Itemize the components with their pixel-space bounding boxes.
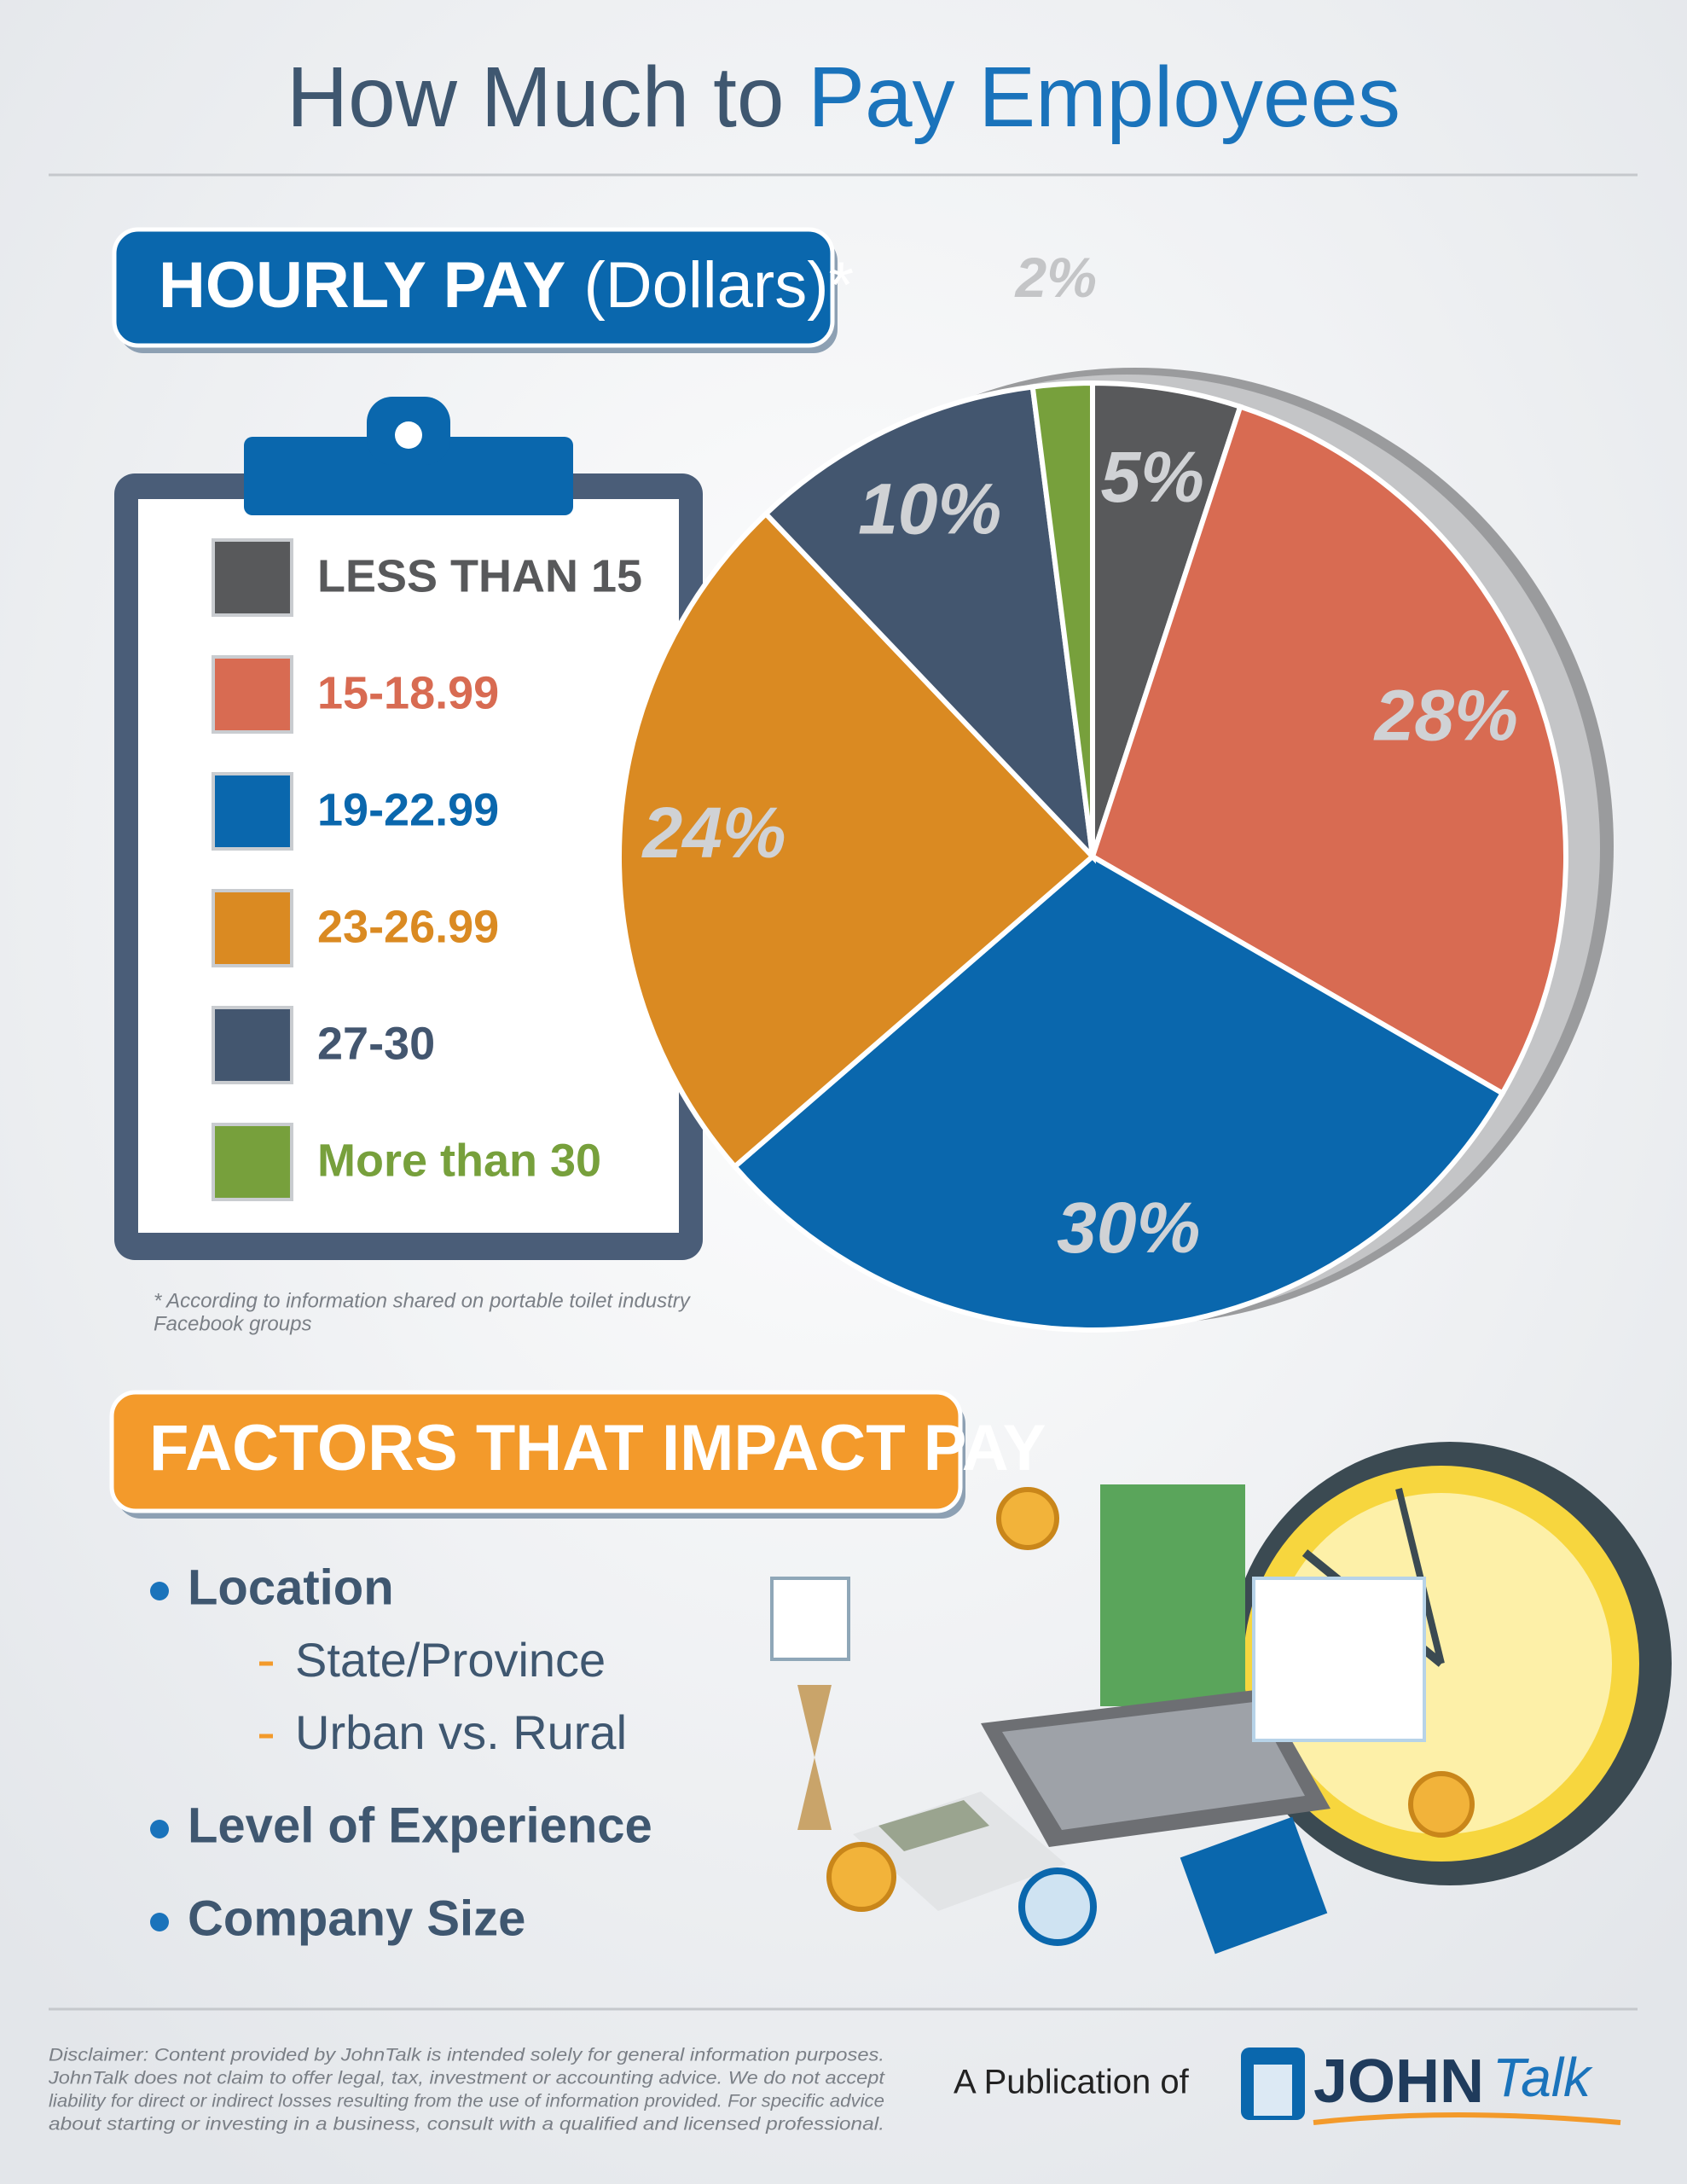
page-title: How Much to Pay Employees	[287, 49, 1400, 145]
clipboard-hole	[395, 421, 422, 449]
legend-swatch	[212, 889, 293, 967]
chart-heading: HOURLY PAY (Dollars)*	[159, 249, 854, 322]
pie-slice	[1089, 403, 1568, 1097]
bullet	[150, 1820, 169, 1838]
slice-label: 24%	[641, 793, 786, 873]
legend-label: More than 30	[317, 1135, 601, 1186]
title-part: Pay Employees	[808, 49, 1400, 145]
slice-label: 28%	[1373, 676, 1518, 756]
disclaimer-line: about starting or investing in a busines…	[49, 2114, 884, 2135]
factors-title: FACTORS THAT IMPACT PAY	[149, 1412, 1046, 1484]
legend-label: 19-22.99	[317, 784, 499, 835]
legend-swatch	[212, 1006, 293, 1084]
pie-slice	[762, 384, 1097, 864]
chart-subtitle: (Dollars)*	[583, 249, 854, 322]
slice-label: 5%	[1100, 437, 1203, 517]
pie-slice	[1029, 380, 1095, 857]
badge	[112, 227, 835, 348]
chart-title: HOURLY PAY	[159, 249, 565, 322]
clipboard-paper	[138, 499, 679, 1233]
disclaimer-line: Disclaimer: Content provided by JohnTalk…	[49, 2045, 884, 2065]
legend: LESS THAN 15 15-18.99 19-22.99 23-26.99 27-3…	[212, 538, 642, 1201]
legend-swatch	[212, 1123, 293, 1201]
logo-john: JOHN	[1313, 2048, 1484, 2116]
publication-label: A Publication of	[954, 2064, 1190, 2101]
factor-item: Location	[188, 1560, 394, 1615]
slice-label: 10%	[858, 468, 1001, 549]
legend-label: 15-18.99	[317, 667, 499, 718]
logo-icon-door	[1254, 2065, 1292, 2116]
legend-label: 27-30	[317, 1018, 435, 1069]
footnote: * According to information shared on por…	[154, 1289, 692, 1335]
logo-talk: Talk	[1493, 2047, 1593, 2108]
pie-slice	[731, 853, 1506, 1333]
bullet	[150, 1913, 169, 1931]
legend-swatch	[212, 538, 293, 617]
factor-item: Level of Experience	[188, 1798, 652, 1853]
slice-label: 30%	[1057, 1188, 1200, 1268]
title-part: How Much to	[287, 49, 785, 145]
factor-subitem: State/Province	[295, 1633, 606, 1687]
legend-label: LESS THAN 15	[317, 550, 642, 601]
disclaimer-line: liability for direct or indirect losses …	[49, 2091, 884, 2111]
illustration	[770, 1442, 1672, 1955]
disclaimer: Disclaimer: Content provided by JohnTalk…	[48, 2045, 885, 2135]
badge	[109, 1390, 963, 1513]
slice-label: 2%	[1013, 246, 1096, 309]
factor-item: Company Size	[188, 1891, 525, 1946]
factor-subitem: Urban vs. Rural	[295, 1705, 627, 1759]
logo-swoosh	[1313, 2112, 1621, 2125]
bullet	[150, 1582, 169, 1600]
legend-label: 23-26.99	[317, 901, 499, 952]
pie-chart: 5% 28% 30% 24% 10% 2%	[617, 246, 1614, 1333]
disclaimer-line: JohnTalk does not claim to offer legal, …	[48, 2068, 885, 2088]
footnote-line: * According to information shared on por…	[154, 1289, 692, 1312]
factors-list: Location State/Province Urban vs. Rural Lev…	[150, 1560, 652, 1946]
legend-swatch	[212, 772, 293, 851]
footnote-line: Facebook groups	[154, 1312, 311, 1335]
legend-swatch	[212, 655, 293, 734]
pie-slice	[617, 510, 1097, 1170]
clipboard-clip	[244, 437, 573, 515]
